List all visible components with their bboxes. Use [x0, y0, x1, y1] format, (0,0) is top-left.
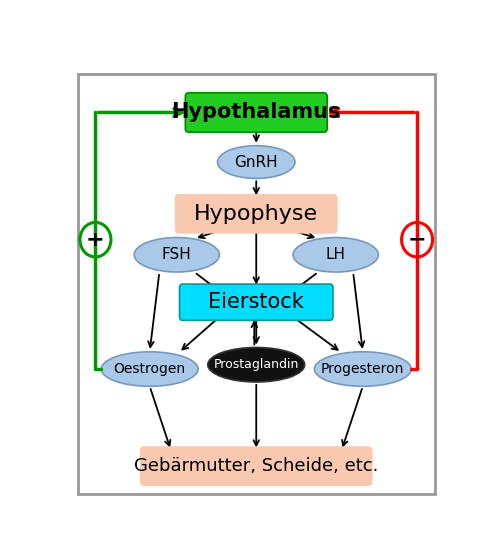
Text: Hypothalamus: Hypothalamus — [172, 102, 341, 123]
Text: Progesteron: Progesteron — [321, 362, 404, 376]
FancyBboxPatch shape — [180, 284, 333, 320]
Text: GnRH: GnRH — [234, 155, 278, 170]
Ellipse shape — [134, 237, 220, 272]
Ellipse shape — [101, 352, 198, 386]
Text: Gebärmutter, Scheide, etc.: Gebärmutter, Scheide, etc. — [134, 457, 378, 475]
Text: Prostaglandin: Prostaglandin — [214, 358, 299, 371]
Text: LH: LH — [326, 248, 345, 262]
FancyBboxPatch shape — [141, 447, 372, 485]
FancyBboxPatch shape — [186, 93, 327, 132]
Ellipse shape — [208, 347, 304, 382]
Ellipse shape — [314, 352, 411, 386]
Text: Oestrogen: Oestrogen — [114, 362, 186, 376]
Text: Hypophyse: Hypophyse — [194, 204, 318, 224]
Text: Eierstock: Eierstock — [208, 292, 304, 312]
FancyBboxPatch shape — [176, 195, 337, 233]
Ellipse shape — [218, 146, 295, 179]
Ellipse shape — [293, 237, 378, 272]
Text: +: + — [86, 230, 105, 250]
Text: FSH: FSH — [162, 248, 192, 262]
FancyBboxPatch shape — [78, 74, 434, 494]
Text: −: − — [408, 230, 426, 250]
